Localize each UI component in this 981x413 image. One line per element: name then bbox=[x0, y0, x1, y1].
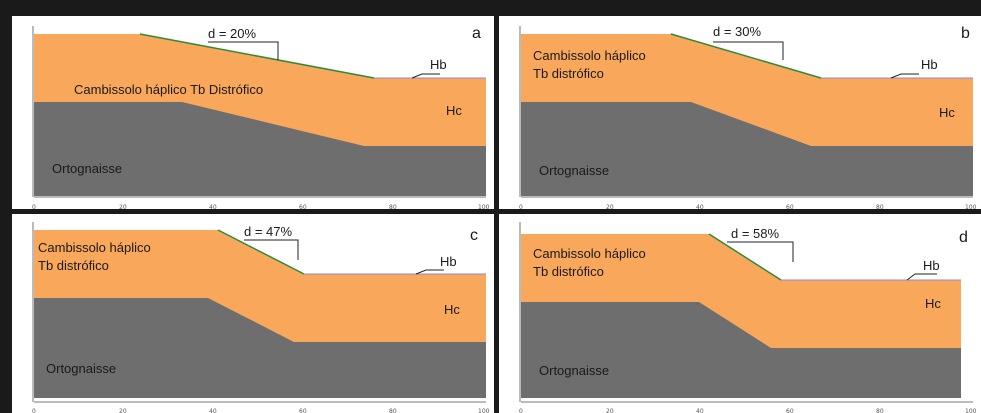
hc-label: Hc bbox=[444, 302, 460, 317]
hc-label: Hc bbox=[939, 105, 955, 120]
soil-label-line2: Tb distrófico bbox=[533, 264, 604, 279]
panel-a: d = 20% a Cambissolo háplico Tb Distrófi… bbox=[12, 16, 494, 209]
rock-label: Ortognaisse bbox=[52, 161, 123, 176]
x-tick: 20 bbox=[606, 204, 614, 209]
x-tick: 100 bbox=[478, 204, 490, 209]
x-tick: 60 bbox=[299, 204, 307, 209]
slope-leader bbox=[727, 241, 794, 262]
slope-leader bbox=[713, 41, 784, 60]
hb-leader bbox=[906, 273, 937, 281]
x-tick: 40 bbox=[209, 408, 217, 413]
hb-leader bbox=[415, 269, 444, 275]
x-tick: 0 bbox=[519, 204, 523, 209]
panel-letter: c bbox=[470, 227, 478, 244]
bedrock-layer bbox=[34, 298, 486, 398]
surface-line bbox=[139, 33, 375, 79]
hb-leader bbox=[411, 73, 440, 79]
soil-label: Cambissolo háplico Tb Distrófico bbox=[74, 82, 264, 97]
surface-line bbox=[708, 233, 782, 281]
x-tick: 100 bbox=[478, 408, 490, 413]
slope-label: d = 58% bbox=[731, 226, 780, 241]
x-tick: 40 bbox=[696, 408, 704, 413]
panel-letter: d bbox=[959, 229, 968, 246]
soil-label: Cambissolo háplico bbox=[533, 48, 646, 63]
x-tick: 20 bbox=[119, 204, 127, 209]
profile-diagram-d bbox=[519, 222, 973, 403]
profile-diagram-b bbox=[519, 26, 973, 198]
hb-label: Hb bbox=[923, 258, 940, 273]
x-tick: 100 bbox=[965, 408, 977, 413]
slope-leader bbox=[244, 239, 299, 260]
hb-label: Hb bbox=[430, 57, 447, 72]
panel-letter: a bbox=[472, 25, 481, 42]
panel-d: d = 58% d Cambissolo háplico Tb distrófi… bbox=[499, 214, 981, 413]
panel-c: d = 47% c Cambissolo háplico Tb distrófi… bbox=[12, 214, 494, 413]
rock-label: Ortognaisse bbox=[539, 163, 610, 178]
hc-label: Hc bbox=[446, 103, 462, 118]
x-tick: 80 bbox=[876, 408, 884, 413]
x-tick: 60 bbox=[786, 408, 794, 413]
x-tick: 0 bbox=[32, 204, 36, 209]
bedrock-layer bbox=[34, 102, 486, 196]
slope-label: d = 30% bbox=[713, 24, 762, 39]
x-tick: 80 bbox=[389, 408, 397, 413]
x-tick: 60 bbox=[299, 408, 307, 413]
x-tick: 60 bbox=[786, 204, 794, 209]
surface-line bbox=[670, 33, 822, 79]
soil-label-line2: Tb distrófico bbox=[38, 258, 109, 273]
hc-label: Hc bbox=[925, 296, 941, 311]
soil-label: Cambissolo háplico bbox=[38, 240, 151, 255]
slope-leader bbox=[208, 41, 279, 60]
profile-diagram-c bbox=[32, 222, 486, 403]
x-tick: 40 bbox=[209, 204, 217, 209]
soil-label: Cambissolo háplico bbox=[533, 246, 646, 261]
surface-line bbox=[217, 229, 305, 275]
rock-label: Ortognaisse bbox=[539, 363, 610, 378]
x-tick: 0 bbox=[32, 408, 36, 413]
soil-label-line2: Tb distrófico bbox=[533, 66, 604, 81]
bedrock-layer bbox=[521, 102, 973, 196]
hb-label: Hb bbox=[921, 57, 938, 72]
panel-letter: b bbox=[961, 25, 970, 42]
bedrock-layer bbox=[521, 302, 961, 398]
rock-label: Ortognaisse bbox=[46, 361, 117, 376]
slope-label: d = 20% bbox=[208, 26, 257, 41]
panel-b: d = 30% b Cambissolo háplico Tb distrófi… bbox=[499, 16, 981, 209]
x-tick: 20 bbox=[119, 408, 127, 413]
x-tick: 40 bbox=[696, 204, 704, 209]
hb-leader bbox=[890, 73, 919, 79]
x-tick: 80 bbox=[876, 204, 884, 209]
x-tick: 0 bbox=[519, 408, 523, 413]
hb-label: Hb bbox=[440, 254, 457, 269]
x-tick: 100 bbox=[965, 204, 977, 209]
profile-diagram-a bbox=[32, 26, 486, 198]
slope-label: d = 47% bbox=[244, 224, 293, 239]
x-tick: 80 bbox=[389, 204, 397, 209]
x-tick: 20 bbox=[606, 408, 614, 413]
